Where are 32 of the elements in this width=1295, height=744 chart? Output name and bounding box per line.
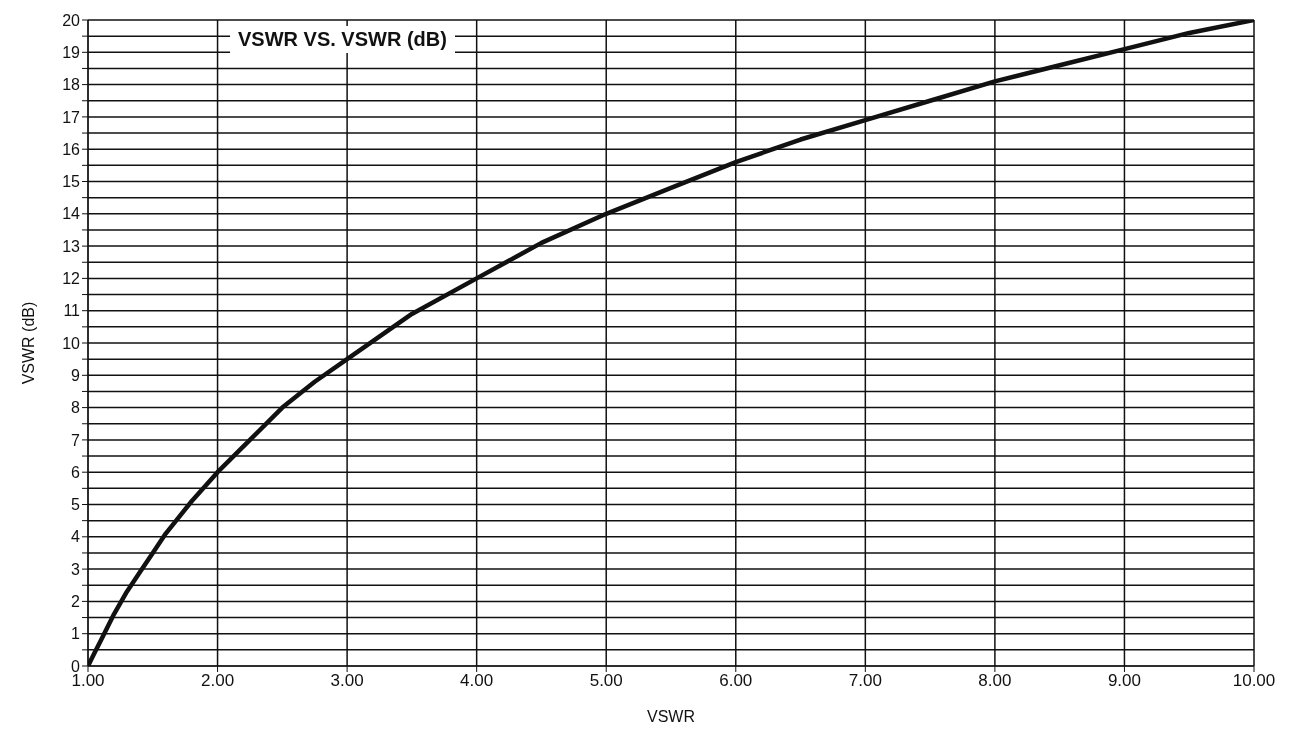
x-tick-label: 4.00 xyxy=(460,671,494,691)
x-tick-label: 10.00 xyxy=(1232,671,1276,691)
x-tick-label: 2.00 xyxy=(201,671,235,691)
y-tick-label: 15 xyxy=(62,173,81,191)
y-tick-label: 6 xyxy=(71,463,81,481)
y-tick-label: 3 xyxy=(71,560,81,578)
y-tick-label: 20 xyxy=(62,11,81,29)
chart-title: VSWR VS. VSWR (dB) xyxy=(230,26,455,53)
y-tick-label: 10 xyxy=(62,334,81,352)
y-tick-label: 2 xyxy=(71,593,81,611)
y-tick-label: 19 xyxy=(62,43,81,61)
y-axis-title: VSWR (dB) xyxy=(19,301,37,385)
y-tick-label: 12 xyxy=(62,270,81,288)
y-tick-label: 13 xyxy=(62,237,81,255)
y-tick-label: 17 xyxy=(62,108,81,126)
y-tick-label: 5 xyxy=(71,496,81,514)
y-tick-label: 11 xyxy=(63,302,81,320)
y-tick-label: 4 xyxy=(71,528,81,546)
y-tick-label: 16 xyxy=(62,140,81,158)
y-tick-label: 9 xyxy=(71,366,81,384)
x-axis-title: VSWR xyxy=(647,708,695,725)
y-tick-label: 7 xyxy=(71,431,81,449)
x-tick-label: 5.00 xyxy=(589,671,623,691)
y-tick-label: 1 xyxy=(71,625,81,643)
x-tick-label: 6.00 xyxy=(719,671,753,691)
x-tick-label: 9.00 xyxy=(1107,671,1141,691)
x-tick-label: 3.00 xyxy=(330,671,364,691)
x-tick-label: 8.00 xyxy=(978,671,1012,691)
y-tick-label: 18 xyxy=(62,76,81,94)
y-tick-label: 14 xyxy=(62,205,81,223)
y-tick-label: 8 xyxy=(71,399,81,417)
x-tick-label: 7.00 xyxy=(848,671,882,691)
